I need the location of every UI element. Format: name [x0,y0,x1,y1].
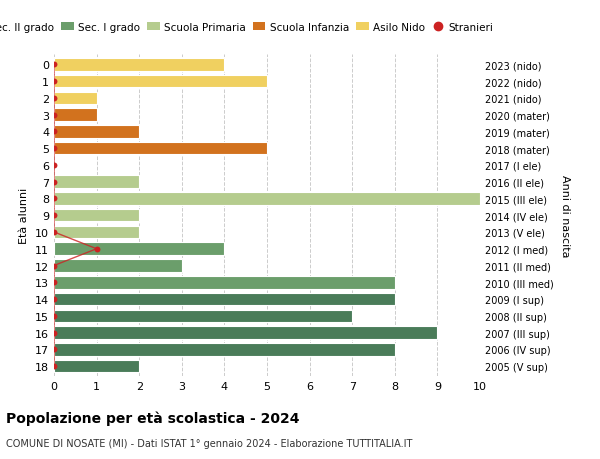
Bar [54,142,267,155]
Bar [54,109,97,122]
Bar [54,59,224,72]
Bar [54,276,395,289]
Bar [54,343,395,356]
Bar [54,226,139,239]
Point [92,246,101,253]
Point [49,212,59,219]
Bar [54,176,139,189]
Bar [54,76,267,88]
Point [49,78,59,85]
Bar [54,360,139,373]
Bar [54,327,437,339]
Point [49,262,59,269]
Point [49,129,59,136]
Point [49,162,59,169]
Point [49,229,59,236]
Bar [54,243,224,256]
Bar [54,260,182,272]
Bar [54,126,139,138]
Bar [54,193,480,205]
Point [49,179,59,186]
Text: COMUNE DI NOSATE (MI) - Dati ISTAT 1° gennaio 2024 - Elaborazione TUTTITALIA.IT: COMUNE DI NOSATE (MI) - Dati ISTAT 1° ge… [6,438,412,448]
Bar [54,310,352,322]
Bar [54,293,395,306]
Point [49,196,59,203]
Y-axis label: Età alunni: Età alunni [19,188,29,244]
Point [49,313,59,320]
Point [49,296,59,303]
Point [49,145,59,152]
Bar [54,209,139,222]
Point [49,95,59,102]
Point [49,363,59,370]
Point [49,279,59,286]
Point [49,112,59,119]
Legend: Sec. II grado, Sec. I grado, Scuola Primaria, Scuola Infanzia, Asilo Nido, Stran: Sec. II grado, Sec. I grado, Scuola Prim… [0,18,498,37]
Point [49,62,59,69]
Point [49,329,59,336]
Y-axis label: Anni di nascita: Anni di nascita [560,174,570,257]
Bar [54,92,97,105]
Point [49,346,59,353]
Text: Popolazione per età scolastica - 2024: Popolazione per età scolastica - 2024 [6,411,299,425]
